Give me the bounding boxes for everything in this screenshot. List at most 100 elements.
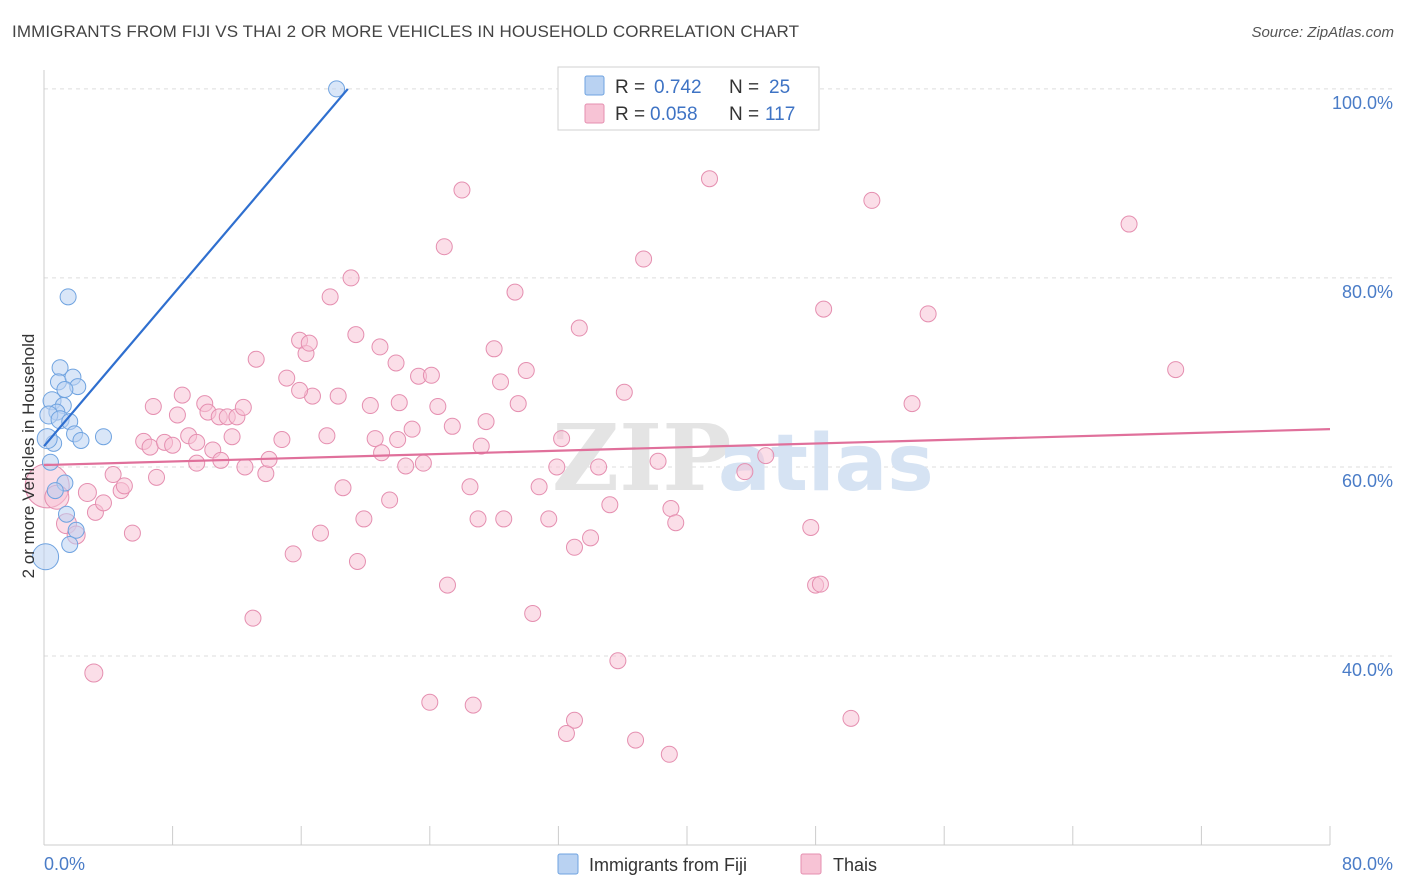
thai-point-13 [148,468,166,486]
legend-n-label-fiji: N = [729,77,759,98]
y-tick-label-2: 60.0% [1342,471,1393,491]
fiji-point-23 [46,482,64,500]
fiji-point-13 [94,428,112,446]
thai-point-48 [361,397,379,415]
thai-point-91 [736,463,754,481]
thai-point-12 [144,397,162,415]
fiji-point-15 [72,431,90,449]
thai-point-80 [570,319,588,337]
thai-point-79 [565,538,583,556]
thai-point-114 [389,431,407,449]
thai-point-84 [609,652,627,670]
legend-n-value-thai: 117 [765,104,795,125]
chart-title: IMMIGRANTS FROM FIJI VS THAI 2 OR MORE V… [12,22,800,41]
thai-point-9 [123,524,141,542]
thai-point-39 [311,524,329,542]
thai-point-28 [236,458,254,476]
legend-r-label-thai: R = [615,104,645,125]
legend-swatch-fiji [584,75,605,96]
legend-r-value-thai: 0.058 [650,104,698,125]
fiji-trend-line [43,88,349,447]
thai-point-32 [273,431,291,449]
thai-point-16 [168,406,186,424]
fiji-point-22 [32,543,60,571]
trend-layer [43,88,1331,467]
thai-point-96 [815,300,833,318]
thai-point-82 [590,458,608,476]
thai-point-59 [422,366,440,384]
thai-point-50 [371,338,389,356]
thai-point-76 [540,510,558,528]
thai-point-70 [495,510,513,528]
fiji-point-21 [61,535,79,553]
thai-point-88 [662,500,680,518]
thai-point-7 [104,466,122,484]
points-layer [24,80,1185,763]
thai-point-42 [329,387,347,405]
thai-point-60 [429,397,447,415]
legend-n-value-fiji: 25 [769,77,790,98]
thai-point-86 [635,250,653,268]
thai-point-27 [234,398,252,416]
thai-point-83 [601,496,619,514]
thai-point-106 [565,711,583,729]
thai-point-34 [284,545,302,563]
fiji-point-17 [36,428,58,450]
thai-point-98 [903,395,921,413]
thai-point-53 [387,354,405,372]
thai-point-65 [461,478,479,496]
watermark: ZIP atlas [552,404,934,512]
series-legend: Immigrants from Fiji Thais [557,853,877,875]
y-axis-label: 2 or more Vehicles in Household [19,334,38,579]
thai-point-46 [348,552,366,570]
thai-point-97 [863,191,881,209]
fiji-point-0 [328,80,346,98]
thai-point-81 [582,529,600,547]
thai-point-19 [188,454,206,472]
thai-point-6 [94,494,112,512]
thai-point-116 [291,381,309,399]
thai-point-71 [506,283,524,301]
x-tick-label-1: 80.0% [1342,854,1393,874]
chart-source: Source: ZipAtlas.com [1251,24,1394,41]
thai-point-95 [811,575,829,593]
thai-point-112 [115,477,133,495]
thai-point-85 [615,383,633,401]
fiji-point-1 [59,288,77,306]
series-legend-swatch-fiji [557,853,579,875]
thai-point-89 [667,514,685,532]
thai-point-37 [300,334,318,352]
y-tick-label-0: 100.0% [1332,93,1393,113]
y-tick-label-3: 40.0% [1342,660,1393,680]
thai-point-51 [373,444,391,462]
legend-n-label-thai: N = [729,104,759,125]
thai-point-74 [524,604,542,622]
legend-r-value-fiji: 0.742 [654,77,702,98]
thai-point-63 [443,417,461,435]
thai-point-72 [509,395,527,413]
thai-point-111 [188,433,206,451]
thai-point-66 [469,510,487,528]
thai-point-64 [453,181,471,199]
x-tick-label-0: 0.0% [44,854,85,874]
series-legend-swatch-thai [800,853,822,875]
thai-point-67 [477,413,495,431]
grid-layer [44,88,1392,657]
thai-point-44 [342,269,360,287]
thai-point-45 [347,326,365,344]
thai-point-69 [492,373,510,391]
thai-point-62 [438,576,456,594]
thai-point-87 [649,452,667,470]
thai-point-52 [381,491,399,509]
thai-point-33 [278,369,296,387]
watermark-atlas: atlas [718,419,934,509]
thai-point-4 [77,482,97,502]
thai-point-101 [1167,361,1185,379]
watermark-zip: ZIP [552,404,731,512]
thai-point-55 [397,457,415,475]
thai-point-100 [1120,215,1138,233]
thai-point-115 [472,437,490,455]
thai-point-73 [517,362,535,380]
fiji-point-20 [67,521,85,539]
